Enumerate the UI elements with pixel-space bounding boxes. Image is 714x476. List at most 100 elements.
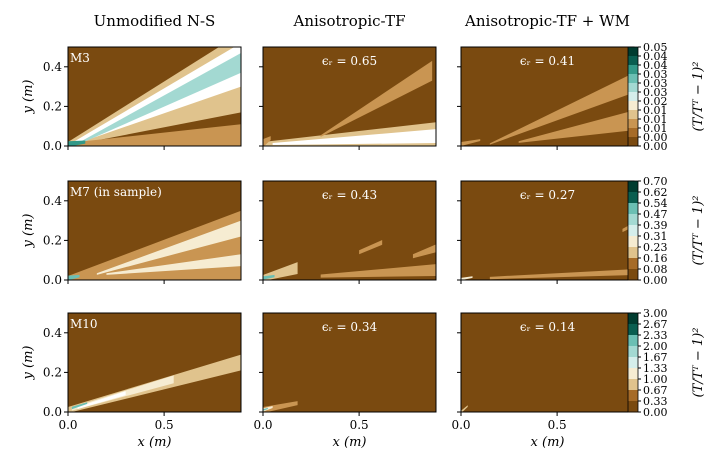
y-tick-label: 0.0 [43, 139, 62, 153]
panel-r2-c3: ϵᵣ = 0.27 [457, 180, 635, 284]
case-label: M3 [70, 51, 90, 65]
x-axis-label: x (m) [138, 435, 172, 450]
contour-bands [263, 401, 298, 412]
colorbar-row-1: 0.050.040.040.030.030.030.020.010.010.01… [627, 41, 706, 153]
colorbar-label: (T/Tᵀ − 1)² [691, 62, 706, 132]
column-title-3: Anisotropic-TF + WM [464, 12, 630, 30]
colorbar-segment [628, 181, 638, 193]
contour-band [359, 240, 383, 255]
panel-background [461, 313, 634, 412]
colorbar-tick-label: 2.33 [643, 329, 668, 342]
contour-bands [461, 405, 468, 412]
y-axis-label: y (m) [21, 214, 36, 249]
colorbar-segment [628, 101, 638, 111]
colorbar-segment [628, 56, 638, 66]
colorbar-segment [628, 110, 638, 120]
colorbar-tick-label: 0.01 [643, 113, 668, 126]
colorbar-segment [628, 236, 638, 248]
colorbar-tick-label: 3.00 [643, 307, 668, 320]
epsilon-annotation: ϵᵣ = 0.43 [322, 188, 377, 202]
y-tick-label: 0.2 [43, 365, 62, 379]
contour-band [489, 269, 634, 280]
case-label: M7 (in sample) [70, 185, 162, 199]
contour-band [68, 210, 241, 280]
contour-band [68, 124, 241, 146]
contour-bands [68, 354, 241, 412]
y-tick-label: 0.4 [43, 194, 62, 208]
colorbar-tick-label: 0.00 [643, 406, 668, 419]
colorbar-segment [628, 258, 638, 270]
contour-band [96, 220, 241, 275]
x-axis-label: x (m) [333, 435, 367, 450]
colorbar-segment [628, 368, 638, 380]
colorbar-tick-label: 0.16 [643, 252, 668, 265]
x-tick-label: 0.5 [350, 418, 369, 432]
contour-band [461, 276, 473, 280]
panel-frame [67, 180, 242, 281]
colorbar-tick-label: 0.05 [643, 41, 668, 54]
case-label: M10 [70, 317, 98, 331]
colorbar-segment [628, 74, 638, 84]
colorbar-tick-label: 0.02 [643, 95, 668, 108]
colorbar-tick-label: 0.54 [643, 197, 668, 210]
colorbar-segment [628, 390, 638, 402]
contour-bands [68, 47, 241, 146]
panel-background [263, 181, 436, 280]
contour-band [263, 274, 275, 280]
colorbar-label: (T/Tᵀ − 1)² [691, 328, 706, 398]
colorbar-segment [628, 313, 638, 325]
colorbar-segment [628, 247, 638, 259]
panel-background [68, 313, 241, 412]
colorbar-segment [628, 47, 638, 57]
contour-bands [461, 72, 634, 146]
colorbar-tick-label: 0.70 [643, 175, 668, 188]
colorbar-segment [628, 83, 638, 93]
colorbar-segment [628, 357, 638, 369]
colorbar-tick-label: 1.33 [643, 362, 668, 375]
colorbar-segment [628, 335, 638, 347]
colorbar-tick-label: 0.31 [643, 230, 668, 243]
colorbar-tick-label: 2.67 [643, 318, 668, 331]
contour-band [518, 110, 634, 143]
colorbar-tick-label: 0.23 [643, 241, 668, 254]
panel-r2-c2: ϵᵣ = 0.43 [259, 180, 437, 284]
contour-bands [263, 240, 436, 280]
panel-r3-c1: M10 0.0 0.2 0.4 0.0 0.5 x (m) [43, 312, 242, 450]
column-titles: Unmodified N-S Anisotropic-TF Anisotropic-… [94, 12, 630, 30]
colorbar-tick-label: 0.01 [643, 104, 668, 117]
epsilon-annotation: ϵᵣ = 0.27 [520, 188, 575, 202]
column-title-1: Unmodified N-S [94, 12, 216, 30]
contour-band [263, 401, 298, 412]
panel-frame [262, 312, 437, 413]
contour-band [272, 129, 436, 146]
panel-r1-c3: ϵᵣ = 0.41 [457, 46, 635, 150]
colorbar-segment [628, 379, 638, 391]
colorbar-tick-label: 0.04 [643, 50, 668, 63]
contour-band [263, 136, 271, 146]
colorbar-label: (T/Tᵀ − 1)² [691, 196, 706, 266]
colorbar-segment [628, 214, 638, 226]
panel-frame [262, 46, 437, 147]
y-tick-label: 0.0 [43, 273, 62, 287]
colorbar-tick-label: 0.08 [643, 263, 668, 276]
contour-band [71, 402, 88, 410]
panel-r2-c1: M7 (in sample) 0.0 0.2 0.4 [43, 180, 242, 287]
colorbar-tick-label: 0.39 [643, 219, 668, 232]
contour-band [320, 264, 436, 278]
y-axis-label: y (m) [21, 346, 36, 381]
colorbar-tick-label: 0.00 [643, 140, 668, 153]
colorbar-segment [628, 128, 638, 138]
contour-band [489, 72, 634, 145]
contour-band [106, 254, 241, 275]
x-tick-label: 0.5 [548, 418, 567, 432]
colorbar-segment [628, 92, 638, 102]
colorbar-segment [628, 324, 638, 336]
colorbar-segment [628, 65, 638, 75]
panel-r1-c2: ϵᵣ = 0.65 [259, 46, 437, 150]
contour-band [71, 47, 241, 146]
contour-band [412, 244, 436, 259]
panel-r1-c1: M3 0.0 0.2 0.4 [43, 46, 242, 153]
panel-background [263, 313, 436, 412]
colorbar-frame [627, 312, 639, 413]
